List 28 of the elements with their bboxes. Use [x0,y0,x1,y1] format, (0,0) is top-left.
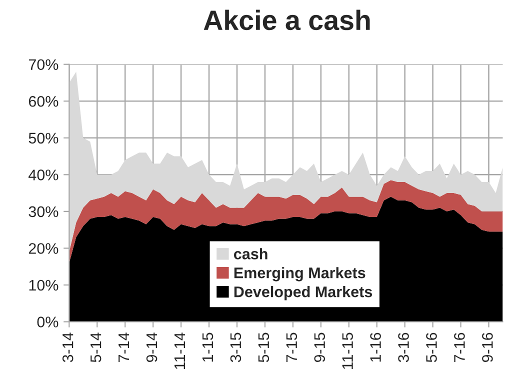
y-tick-label: 40% [28,170,58,180]
x-tick-label: 9-14 [146,332,158,362]
chart-title: Akcie a cash [204,10,370,30]
x-tick-label: 7-16 [454,332,465,362]
x-tick-label: 1-16 [370,332,381,362]
x-tick-label: 3-15 [230,332,242,362]
x-tick-label: 5-14 [90,332,102,362]
y-tick-label: 60% [28,96,58,107]
y-tick-label: 10% [29,280,58,291]
x-tick-label: 3-16 [398,332,409,362]
y-tick-label: 20% [28,243,58,254]
y-tick-label: 50% [28,132,58,144]
series-label: Developed Markets [234,286,372,300]
x-tick-label: 9-15 [314,332,326,362]
y-tick-label: 30% [28,206,58,218]
x-tick-label: 7-14 [118,332,130,362]
x-tick-label: 5-15 [258,332,270,362]
x-tick-label: 9-16 [482,332,493,362]
x-tick-label: 7-15 [286,332,298,362]
y-tick-label: 70% [28,59,58,70]
x-tick-label: 3-14 [62,332,74,362]
series-label: cash [234,248,268,260]
x-tick-label: 11-14 [174,332,185,369]
x-tick-label: 1-15 [202,332,214,362]
y-tick-label: 0% [37,316,58,328]
x-tick-label: 5-16 [426,332,437,362]
x-tick-label: 11-15 [342,332,353,369]
series-label: Emerging Markets [234,267,366,282]
